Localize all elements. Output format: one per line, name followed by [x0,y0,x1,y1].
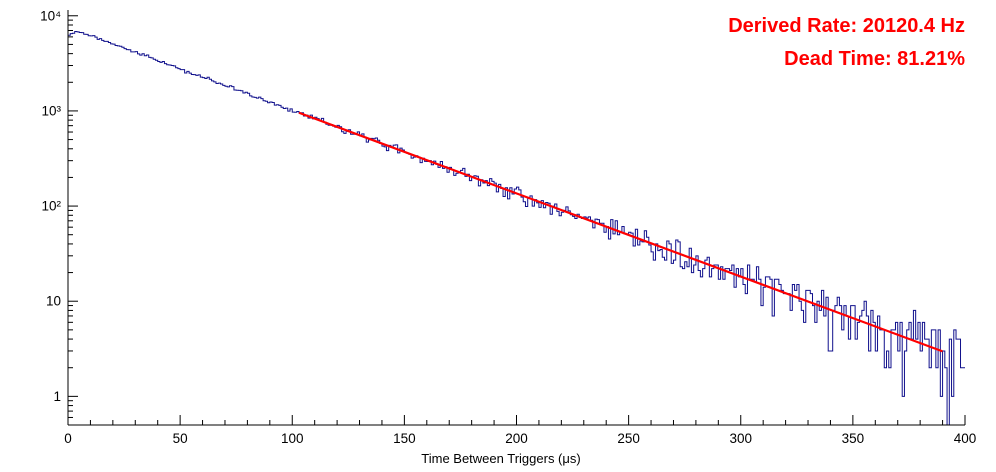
x-tick-label: 200 [505,431,528,446]
x-tick-label: 400 [954,431,977,446]
derived-rate-label: Derived Rate: 20120.4 Hz [728,15,965,37]
exponential-fit-line [298,111,943,353]
x-tick-label: 0 [64,431,72,446]
stats-annotations: Derived Rate: 20120.4 Hz Dead Time: 81.2… [728,10,965,76]
y-tick-label: 1 [53,389,61,404]
y-tick-label: 10³ [41,103,61,118]
x-tick-label: 150 [393,431,416,446]
x-axis-title: Time Between Triggers (μs) [421,451,581,466]
x-tick-label: 250 [617,431,640,446]
y-tick-label: 10⁴ [40,8,61,23]
y-tick-label: 10 [46,294,61,309]
x-tick-label: 100 [281,431,304,446]
y-tick-label: 10² [41,199,61,214]
x-tick-label: 300 [729,431,752,446]
x-tick-label: 350 [842,431,865,446]
dead-time-label: Dead Time: 81.21% [784,48,965,70]
x-tick-label: 50 [173,431,188,446]
histogram-step-line [68,31,965,426]
